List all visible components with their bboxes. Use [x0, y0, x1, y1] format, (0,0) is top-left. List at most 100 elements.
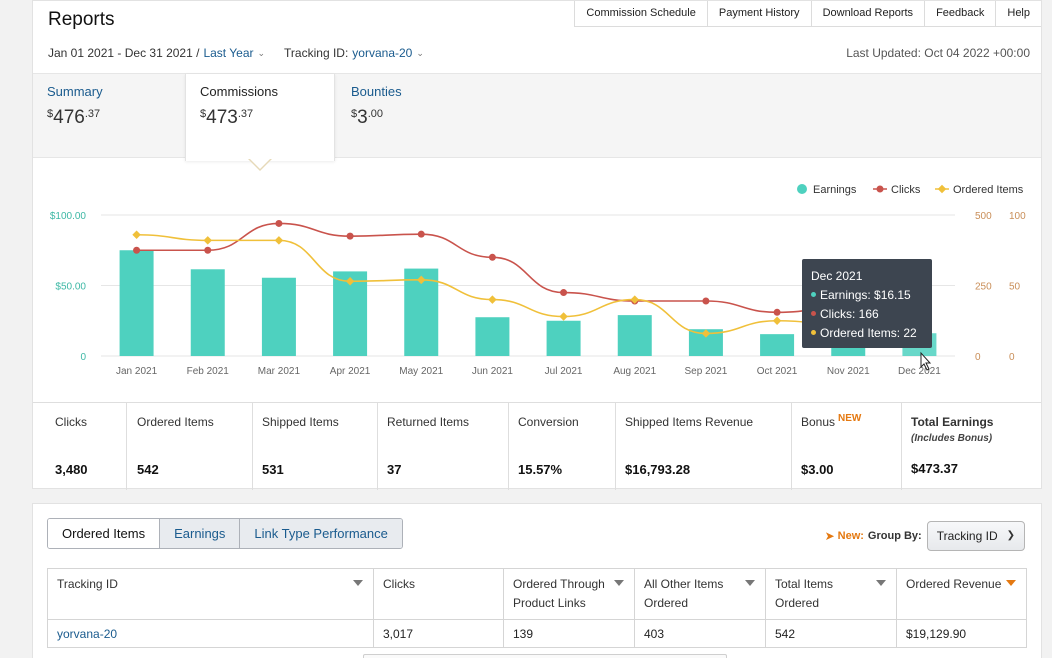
tooltip-ordered-items: Ordered Items: 22	[811, 324, 923, 343]
legend-clicks-dot	[876, 185, 884, 193]
x-tick-label: Oct 2021	[757, 366, 798, 377]
tracking-id-dropdown[interactable]: yorvana-20	[352, 46, 413, 60]
page-title: Reports	[48, 9, 115, 30]
horizontal-scrollbar[interactable]	[363, 654, 727, 658]
tab-bounties-label: Bounties	[351, 84, 402, 99]
earnings-bar	[617, 315, 652, 356]
tab-commissions[interactable]: Commissions $473.37	[185, 74, 335, 161]
date-preset-dropdown[interactable]: Last Year	[203, 46, 254, 60]
tab-summary-label: Summary	[47, 84, 103, 99]
ordered-items-point	[772, 316, 782, 325]
col-ordered-revenue[interactable]: Ordered Revenue	[896, 568, 1027, 620]
y-left-tick: $50.00	[55, 282, 86, 293]
clicks-cell: 3,017	[373, 619, 504, 648]
download-reports-link[interactable]: Download Reports	[810, 1, 925, 27]
bounties-amount: $3.00	[351, 107, 383, 128]
chart-tooltip: Dec 2021 Earnings: $16.15 Clicks: 166 Or…	[802, 259, 932, 348]
chevron-down-icon[interactable]: ⌄	[257, 47, 266, 58]
tooltip-earnings: Earnings: $16.15	[811, 286, 923, 305]
other-items-cell: 403	[634, 619, 766, 648]
col-all-other-items-ordered[interactable]: All Other Items Ordered	[634, 568, 766, 620]
results-table: Tracking ID Clicks Ordered Through Produ…	[47, 568, 1027, 648]
sort-icon[interactable]	[614, 580, 624, 586]
ordered-items-point	[132, 230, 141, 239]
x-tick-label: Feb 2021	[187, 366, 230, 377]
tab-bounties[interactable]: Bounties $3.00	[337, 74, 487, 159]
payment-history-link[interactable]: Payment History	[706, 1, 811, 27]
total-items-cell: 542	[765, 619, 897, 648]
earnings-bar	[760, 334, 795, 356]
tooltip-clicks: Clicks: 166	[811, 305, 923, 324]
legend-earnings-swatch	[797, 184, 807, 194]
date-range: Jan 01 2021 - Dec 31 2021 /	[48, 46, 200, 60]
tooltip-title: Dec 2021	[811, 269, 863, 283]
group-by-select[interactable]: Tracking ID ❯	[926, 521, 1025, 551]
last-updated: Last Updated: Oct 04 2022 +00:00	[846, 46, 1030, 60]
sort-icon[interactable]	[745, 580, 755, 586]
tab-ordered-items[interactable]: Ordered Items	[48, 519, 160, 548]
tab-summary[interactable]: Summary $476.37	[33, 74, 185, 159]
y-right-items-tick: 100	[1009, 211, 1026, 222]
group-by-label: Group By:	[867, 530, 922, 542]
new-label: New:	[837, 530, 864, 542]
commissions-amount: $473.37	[200, 107, 254, 128]
commission-schedule-link[interactable]: Commission Schedule	[574, 1, 707, 27]
clicks-point	[560, 289, 568, 297]
top-links: Commission Schedule Payment History Down…	[574, 1, 1041, 27]
x-tick-label: Jan 2021	[116, 366, 158, 377]
ordered-items-point	[701, 329, 711, 338]
sort-icon[interactable]	[876, 580, 886, 586]
earnings-bar	[190, 269, 225, 356]
group-by-control: ➤ New: Group By: Tracking ID ❯	[825, 521, 1025, 551]
earnings-bar	[475, 317, 510, 356]
ordered-items-point	[488, 295, 497, 304]
x-tick-label: Apr 2021	[330, 366, 371, 377]
stat-ordered-items: Ordered Items 542	[127, 403, 253, 490]
clicks-point	[488, 253, 496, 261]
tracking-id-label: Tracking ID:	[284, 46, 349, 60]
ordered-items-point	[345, 277, 355, 286]
new-badge: NEW	[838, 413, 862, 424]
legend-label: Earnings	[813, 184, 857, 196]
tab-earnings[interactable]: Earnings	[159, 519, 240, 548]
summary-amount: $476.37	[47, 107, 101, 128]
earnings-bar	[119, 250, 154, 356]
tab-link-type-performance[interactable]: Link Type Performance	[239, 519, 402, 548]
help-link[interactable]: Help	[995, 1, 1041, 27]
stat-shipped-items: Shipped Items 531	[253, 403, 378, 490]
clicks-point	[346, 232, 354, 240]
reports-panel: Reports Commission Schedule Payment Hist…	[32, 0, 1042, 490]
stat-bonus: Bonus NEW $3.00	[792, 403, 902, 490]
summary-tabs: Summary $476.37 Commissions $473.37 Boun…	[33, 73, 1041, 161]
chevron-down-icon: ❯	[1006, 530, 1015, 541]
x-tick-label: Mar 2021	[258, 366, 301, 377]
ordered-through-cell: 139	[503, 619, 635, 648]
legend-label: Ordered Items	[953, 184, 1024, 196]
y-right-items-tick: 0	[1009, 352, 1015, 363]
sort-icon[interactable]	[353, 580, 363, 586]
chevron-down-icon[interactable]: ⌄	[416, 47, 424, 58]
col-clicks[interactable]: Clicks	[373, 568, 504, 620]
tracking-id-cell[interactable]: yorvana-20	[47, 619, 374, 648]
col-ordered-through-product-links[interactable]: Ordered Through Product Links	[503, 568, 635, 620]
col-tracking-id[interactable]: Tracking ID	[47, 568, 374, 620]
stat-returned-items: Returned Items 37	[378, 403, 509, 490]
y-right-clicks-tick: 500	[975, 211, 992, 222]
feedback-link[interactable]: Feedback	[924, 1, 996, 27]
col-total-items-ordered[interactable]: Total Items Ordered	[765, 568, 897, 620]
ordered-revenue-cell: $19,129.90	[896, 619, 1027, 648]
x-tick-label: May 2021	[399, 366, 443, 377]
tab-commissions-label: Commissions	[200, 84, 279, 99]
x-tick-label: Jun 2021	[472, 366, 514, 377]
stat-conversion: Conversion 15.57%	[509, 403, 616, 490]
details-panel: Ordered Items Earnings Link Type Perform…	[32, 503, 1042, 658]
ordered-items-point	[559, 312, 568, 321]
clicks-point	[204, 246, 212, 254]
ordered-items-point	[274, 236, 284, 245]
clicks-point	[773, 308, 781, 316]
date-filter-row: Jan 01 2021 - Dec 31 2021 / Last Year ⌄ …	[48, 46, 424, 60]
stat-clicks: Clicks 3,480	[33, 403, 127, 490]
sort-icon[interactable]	[1006, 580, 1016, 586]
y-right-clicks-tick: 0	[975, 352, 981, 363]
